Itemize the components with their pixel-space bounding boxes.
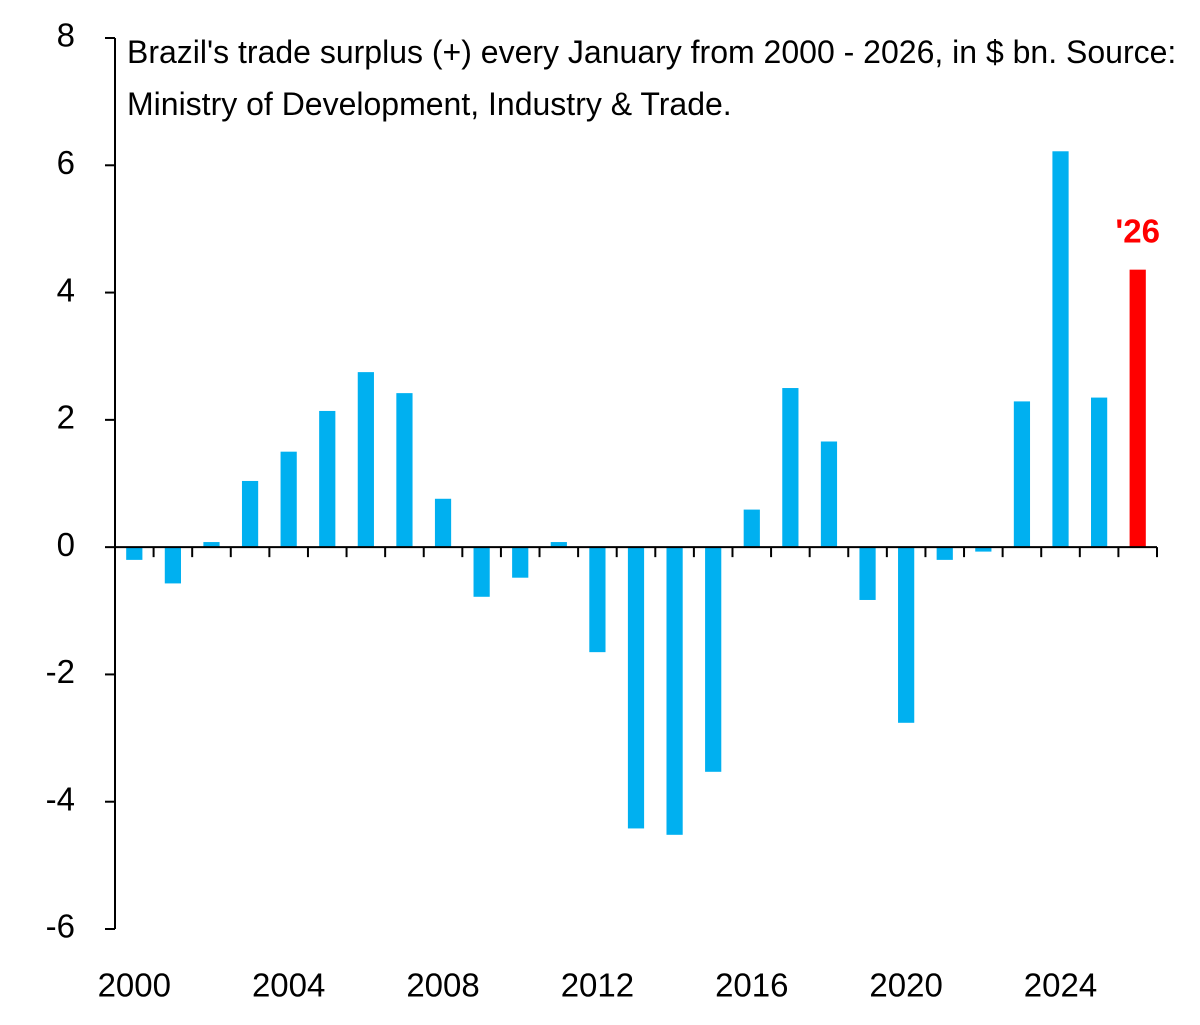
bar	[164, 547, 181, 584]
bar	[743, 509, 760, 548]
bar	[473, 547, 490, 597]
bar	[1013, 401, 1031, 548]
bar	[357, 372, 374, 548]
y-tick-label: -4	[46, 780, 75, 817]
bar	[705, 547, 722, 772]
bar	[782, 388, 799, 548]
bar	[319, 410, 336, 548]
bar	[434, 498, 452, 548]
y-tick-label: 2	[57, 399, 75, 436]
y-tick-label: 8	[57, 17, 75, 54]
bar	[589, 547, 606, 653]
bar	[203, 542, 220, 548]
bar	[975, 547, 992, 552]
bar	[820, 441, 838, 548]
y-tick-label: 0	[57, 526, 75, 563]
bar	[280, 451, 297, 548]
bar	[550, 542, 567, 548]
x-tick-label: 2024	[1024, 967, 1097, 1004]
x-tick-label: 2020	[869, 967, 942, 1004]
bar	[898, 547, 915, 723]
bar	[936, 547, 953, 560]
bar	[126, 547, 143, 560]
bar	[1052, 151, 1069, 548]
y-tick-label: -6	[46, 908, 75, 945]
bar	[1091, 397, 1108, 548]
bar	[241, 480, 259, 548]
bar	[396, 393, 413, 548]
x-tick-label: 2004	[252, 967, 325, 1004]
x-tick-label: 2016	[715, 967, 788, 1004]
bar	[666, 547, 683, 835]
bar	[512, 547, 529, 578]
x-tick-label: 2000	[98, 967, 171, 1004]
chart-title: Brazil's trade surplus (+) every January…	[127, 34, 1177, 122]
bar	[859, 547, 876, 600]
y-tick-label: 4	[57, 271, 75, 308]
x-tick-label: 2008	[406, 967, 479, 1004]
y-tick-label: -2	[46, 653, 75, 690]
annotation: '26	[1115, 212, 1160, 249]
x-tick-label: 2012	[561, 967, 634, 1004]
bar	[627, 547, 645, 829]
y-tick-label: 6	[57, 144, 75, 181]
bar	[1129, 269, 1146, 548]
